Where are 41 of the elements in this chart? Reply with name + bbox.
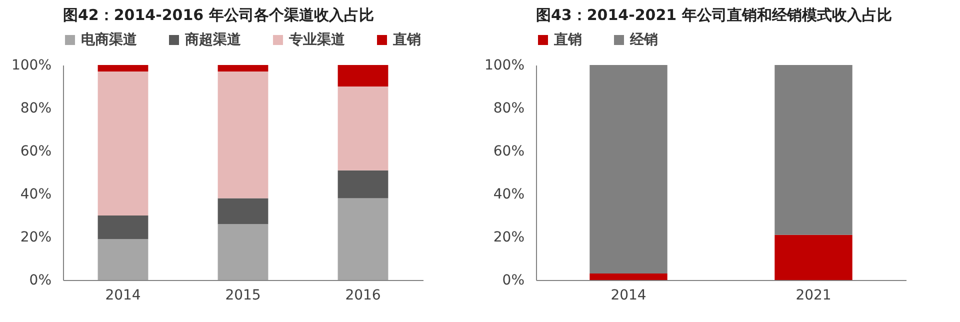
bar	[590, 65, 668, 274]
y-tick-label: 20%	[20, 230, 52, 246]
legend-label: 专业渠道	[288, 31, 346, 48]
bar	[98, 216, 148, 240]
legend-label: 经销	[629, 32, 658, 48]
bar	[338, 198, 388, 280]
bar	[218, 224, 268, 280]
bar	[98, 65, 148, 72]
chart-title: 图43：2014-2021 年公司直销和经销模式收入占比	[536, 6, 892, 24]
x-tick-label: 2021	[796, 288, 832, 304]
y-tick-label: 80%	[20, 100, 52, 116]
bar	[218, 198, 268, 224]
bar	[338, 65, 388, 86]
bar	[338, 170, 388, 198]
bar	[774, 65, 852, 235]
y-tick-label: 20%	[493, 230, 524, 246]
bar	[774, 234, 852, 280]
bar	[98, 239, 148, 280]
y-tick-label: 60%	[20, 144, 52, 160]
bar	[218, 71, 268, 198]
x-tick-label: 2016	[345, 288, 381, 304]
legend-label: 商超渠道	[184, 31, 242, 48]
y-tick-label: 100%	[11, 58, 52, 74]
bar	[98, 71, 148, 216]
y-tick-label: 80%	[493, 100, 524, 116]
legend-label: 电商渠道	[81, 31, 138, 48]
x-tick-label: 2014	[610, 288, 646, 304]
y-tick-label: 0%	[29, 272, 52, 288]
chart-title: 图42：2014-2016 年公司各个渠道收入占比	[63, 6, 374, 24]
bar	[218, 65, 268, 72]
legend-label: 直销	[392, 32, 421, 48]
x-tick-label: 2014	[105, 288, 141, 304]
y-tick-label: 100%	[484, 58, 524, 74]
y-tick-label: 40%	[493, 186, 524, 202]
legend-label: 直销	[553, 32, 582, 48]
bar	[338, 86, 388, 170]
bar	[590, 274, 668, 280]
y-tick-label: 40%	[20, 186, 52, 202]
y-tick-label: 0%	[502, 272, 524, 288]
x-tick-label: 2015	[225, 288, 261, 304]
y-tick-label: 60%	[493, 144, 524, 160]
